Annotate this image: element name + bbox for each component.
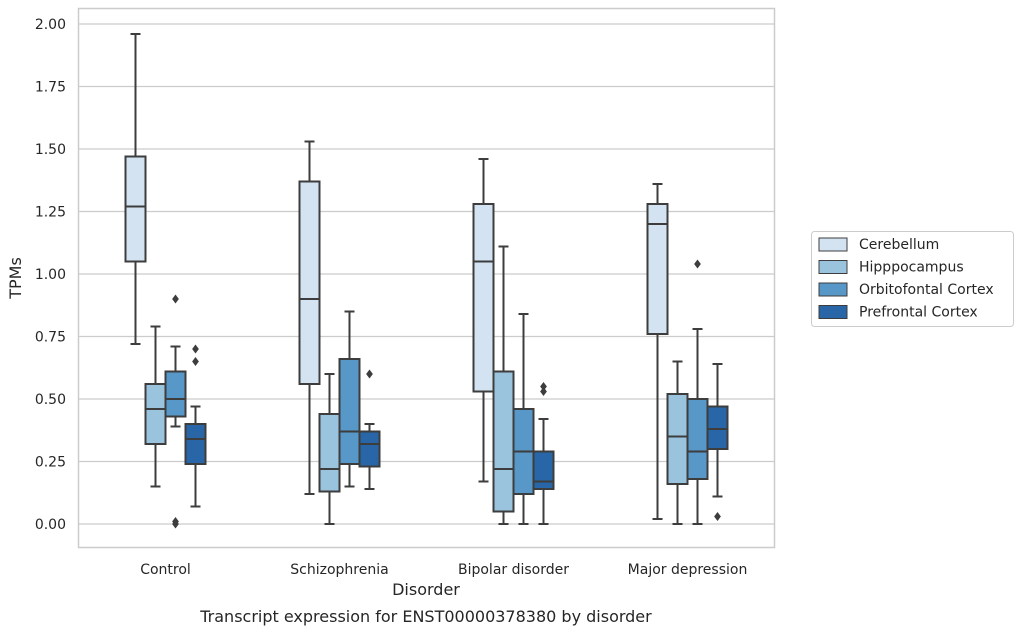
x-tick-label: Control xyxy=(140,562,191,578)
box-cerebellum xyxy=(646,203,669,335)
outlier-point xyxy=(540,387,547,396)
outlier-point xyxy=(192,344,199,354)
y-tick-label: 1.50 xyxy=(35,142,66,158)
legend-label: Cerebellum xyxy=(859,237,939,253)
outlier-point xyxy=(172,294,179,304)
y-tick-label: 0.00 xyxy=(35,517,66,533)
outlier-point xyxy=(366,369,373,379)
outlier-point xyxy=(714,512,721,521)
box-prefrontal-cortex xyxy=(706,405,729,450)
chart-caption: Transcript expression for ENST0000037838… xyxy=(199,607,652,626)
box-hipppocampus xyxy=(492,370,515,513)
box-hipppocampus xyxy=(666,393,689,485)
legend-label: Orbitofontal Cortex xyxy=(859,282,994,298)
y-tick-label: 0.25 xyxy=(35,455,66,471)
y-axis-title: TPMs xyxy=(6,257,25,300)
box-cerebellum xyxy=(298,180,321,385)
outlier-point xyxy=(540,382,547,391)
outlier-point xyxy=(694,259,701,269)
x-tick-label: Schizophrenia xyxy=(290,562,388,578)
box-prefrontal-cortex xyxy=(358,430,381,468)
y-tick-label: 2.00 xyxy=(35,17,66,33)
outlier-point xyxy=(192,357,199,366)
legend-swatch xyxy=(818,260,848,274)
box-cerebellum xyxy=(472,203,495,393)
legend-swatch xyxy=(818,282,848,297)
box-series xyxy=(124,33,729,529)
legend-swatch xyxy=(818,237,848,252)
legend-label: Hipppocampus xyxy=(859,260,964,276)
x-tick-labels: Control Schizophrenia Bipolar disorder Majo… xyxy=(140,562,747,578)
x-tick-label: Major depression xyxy=(628,562,748,578)
y-tick-label: 0.75 xyxy=(35,330,66,346)
box-orbitofontal-cortex xyxy=(338,358,361,465)
box-hipppocampus xyxy=(318,413,341,493)
y-tick-labels: 0.00 0.25 0.50 0.75 1.00 1.25 1.50 1.75 2.00 xyxy=(35,17,66,533)
y-tick-label: 1.75 xyxy=(35,80,66,96)
y-tick-label: 1.25 xyxy=(35,205,66,221)
outlier-point xyxy=(172,519,179,529)
x-axis-title: Disorder xyxy=(392,580,460,599)
legend-label: Prefrontal Cortex xyxy=(859,305,978,321)
box-orbitofontal-cortex xyxy=(686,398,709,480)
box-orbitofontal-cortex xyxy=(164,370,187,418)
y-tick-label: 0.50 xyxy=(35,392,66,408)
legend-frame xyxy=(811,231,1014,327)
box-hipppocampus xyxy=(144,383,167,445)
box-prefrontal-cortex xyxy=(532,450,555,490)
box-cerebellum xyxy=(124,155,147,263)
legend-swatch xyxy=(818,305,848,319)
x-tick-label: Bipolar disorder xyxy=(458,562,569,578)
y-tick-label: 1.00 xyxy=(35,267,66,283)
legend: Cerebellum Hipppocampus Orbitofontal Corte… xyxy=(811,231,1014,327)
box-prefrontal-cortex xyxy=(184,423,207,465)
